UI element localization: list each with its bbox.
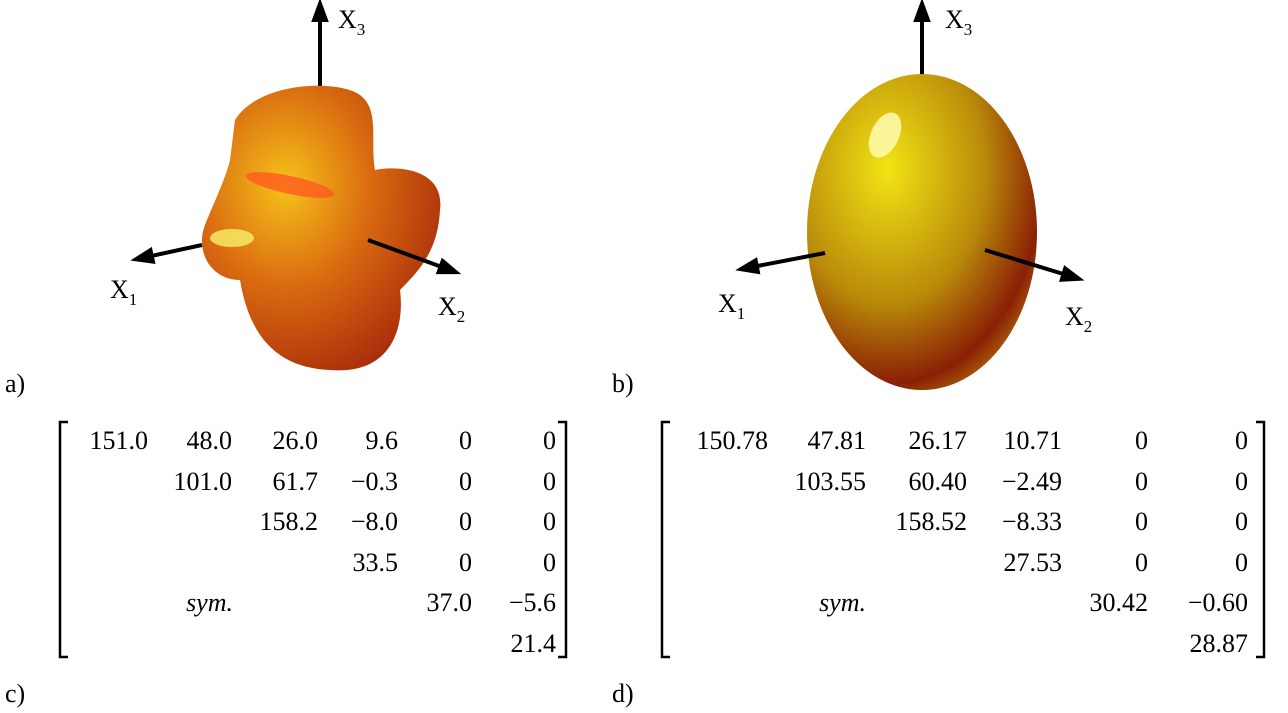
axis-letter: X	[945, 5, 964, 34]
axis-label: X3	[338, 5, 365, 39]
matrix-cell: 0	[459, 467, 472, 496]
matrix-cell: 103.55	[795, 467, 867, 496]
axis-letter: X	[718, 289, 737, 318]
axis-letter: X	[438, 292, 457, 321]
surface	[807, 74, 1037, 390]
matrix-cell: 0	[1235, 548, 1248, 577]
matrix-cell: 0	[1235, 507, 1248, 536]
matrix-cell: 27.53	[1004, 548, 1063, 577]
axis-label: X2	[438, 292, 465, 326]
matrix-cell: −5.6	[509, 588, 556, 617]
bracket	[558, 422, 566, 657]
matrix-cell: 158.52	[896, 507, 968, 536]
matrix-cell: 61.7	[273, 467, 319, 496]
bracket	[1256, 422, 1264, 657]
axis-letter: X	[338, 5, 357, 34]
surface-a: X3 X1 X2 a)	[5, 5, 465, 398]
matrix-cell: 0	[459, 426, 472, 455]
matrix-cell: 21.4	[511, 629, 557, 658]
matrix-cell: 0	[543, 426, 556, 455]
panel-label: b)	[612, 369, 634, 398]
axis-index: 1	[129, 290, 138, 309]
matrix-cell: 47.81	[808, 426, 867, 455]
matrix-cell: 0	[543, 548, 556, 577]
matrix-cell: 28.87	[1190, 629, 1249, 658]
matrix-cell: −2.49	[1002, 467, 1062, 496]
sym-label: sym.	[186, 588, 233, 617]
matrix-cell: 10.71	[1004, 426, 1063, 455]
matrix-cell: 158.2	[260, 507, 319, 536]
matrix-cell: 101.0	[174, 467, 233, 496]
panel-label: d)	[612, 679, 634, 708]
axis-index: 1	[737, 304, 746, 323]
axis-label: X3	[945, 5, 972, 39]
axis-label: X2	[1065, 302, 1092, 336]
sym-label: sym.	[819, 588, 866, 617]
axis-letter: X	[1065, 302, 1084, 331]
matrix-cell: 30.42	[1090, 588, 1149, 617]
matrix-cell: 60.40	[909, 467, 968, 496]
surface-b: X3 X1 X2 b)	[612, 5, 1092, 398]
matrix-cell: 48.0	[187, 426, 233, 455]
matrix-cell: −8.33	[1002, 507, 1062, 536]
matrix-cell: 0	[1135, 467, 1148, 496]
highlight	[210, 229, 254, 247]
matrix-cell: 26.17	[909, 426, 968, 455]
matrix-cell: −8.0	[351, 507, 398, 536]
matrix-cell: 151.0	[90, 426, 149, 455]
matrix-cell: 0	[543, 467, 556, 496]
matrix-cell: 9.6	[366, 426, 399, 455]
axis-label: X1	[718, 289, 745, 323]
panel-label: a)	[5, 369, 25, 398]
panel-label: c)	[5, 679, 25, 708]
bracket	[662, 422, 670, 657]
matrix-cell: 26.0	[273, 426, 319, 455]
axis-letter: X	[110, 275, 129, 304]
page: X3 X1 X2 a) X3 X1 X2 b) c) d) 151.048.02…	[0, 0, 1288, 713]
matrix-cell: −0.60	[1188, 588, 1248, 617]
matrix-cell: 0	[459, 507, 472, 536]
axis-index: 3	[357, 20, 366, 39]
axis-index: 2	[457, 307, 466, 326]
surface	[202, 86, 440, 371]
matrix-cell: 33.5	[353, 548, 399, 577]
matrix-cell: 0	[459, 548, 472, 577]
axis-index: 2	[1084, 317, 1093, 336]
matrix-cell: −0.3	[351, 467, 398, 496]
matrix-cell: 37.0	[427, 588, 473, 617]
figure: X3 X1 X2 a) X3 X1 X2 b) c) d) 151.048.02…	[0, 0, 1288, 713]
matrix-cell: 0	[1135, 507, 1148, 536]
axis-label: X1	[110, 275, 137, 309]
matrix-cell: 0	[1135, 548, 1148, 577]
bracket	[60, 422, 68, 657]
matrix-cell: 150.78	[697, 426, 769, 455]
matrix-cell: 0	[1235, 467, 1248, 496]
matrix-cell: 0	[1235, 426, 1248, 455]
matrix-cell: 0	[1135, 426, 1148, 455]
axis-arrow	[142, 245, 202, 258]
matrix-cell: 0	[543, 507, 556, 536]
axis-index: 3	[964, 20, 973, 39]
